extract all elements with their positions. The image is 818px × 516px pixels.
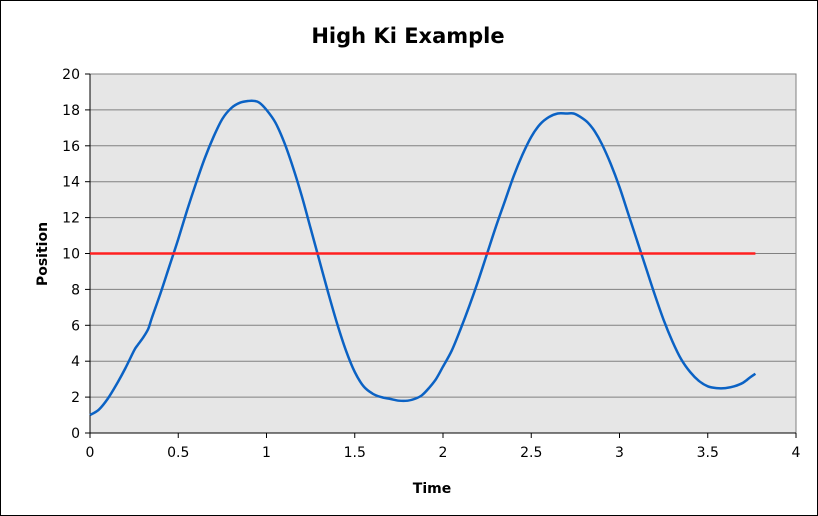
x-tick-label: 4: [792, 445, 801, 461]
x-tick-labels: 0 0.5 1 1.5 2 2.5 3 3.5 4: [86, 445, 801, 461]
x-tick-label: 3: [615, 445, 624, 461]
y-tick-label: 18: [62, 103, 80, 119]
x-tick-label: 0: [86, 445, 95, 461]
y-tick-label: 14: [62, 175, 80, 191]
x-tick-label: 1: [262, 445, 271, 461]
y-tick-label: 0: [71, 426, 80, 442]
x-tick-label: 0.5: [167, 445, 189, 461]
x-axis-label: Time: [413, 481, 451, 497]
y-tick-label: 20: [62, 67, 80, 83]
x-tick-label: 2: [439, 445, 448, 461]
y-tick-label: 16: [62, 139, 80, 155]
y-tick-label: 4: [71, 354, 80, 370]
series-group: [89, 99, 757, 417]
x-tick-label: 3.5: [697, 445, 719, 461]
y-tick-label: 10: [62, 247, 80, 263]
y-tick-label: 8: [71, 282, 80, 298]
y-tick-labels: 0 2 4 6 8 10 12 14 16 18 20: [62, 67, 80, 442]
x-tick-label: 2.5: [520, 445, 542, 461]
y-tick-label: 6: [71, 318, 80, 334]
x-tick-label: 1.5: [344, 445, 366, 461]
chart-title: High Ki Example: [311, 24, 504, 48]
y-tick-label: 2: [71, 390, 80, 406]
y-tick-label: 12: [62, 211, 80, 227]
y-axis-label: Position: [35, 222, 51, 286]
